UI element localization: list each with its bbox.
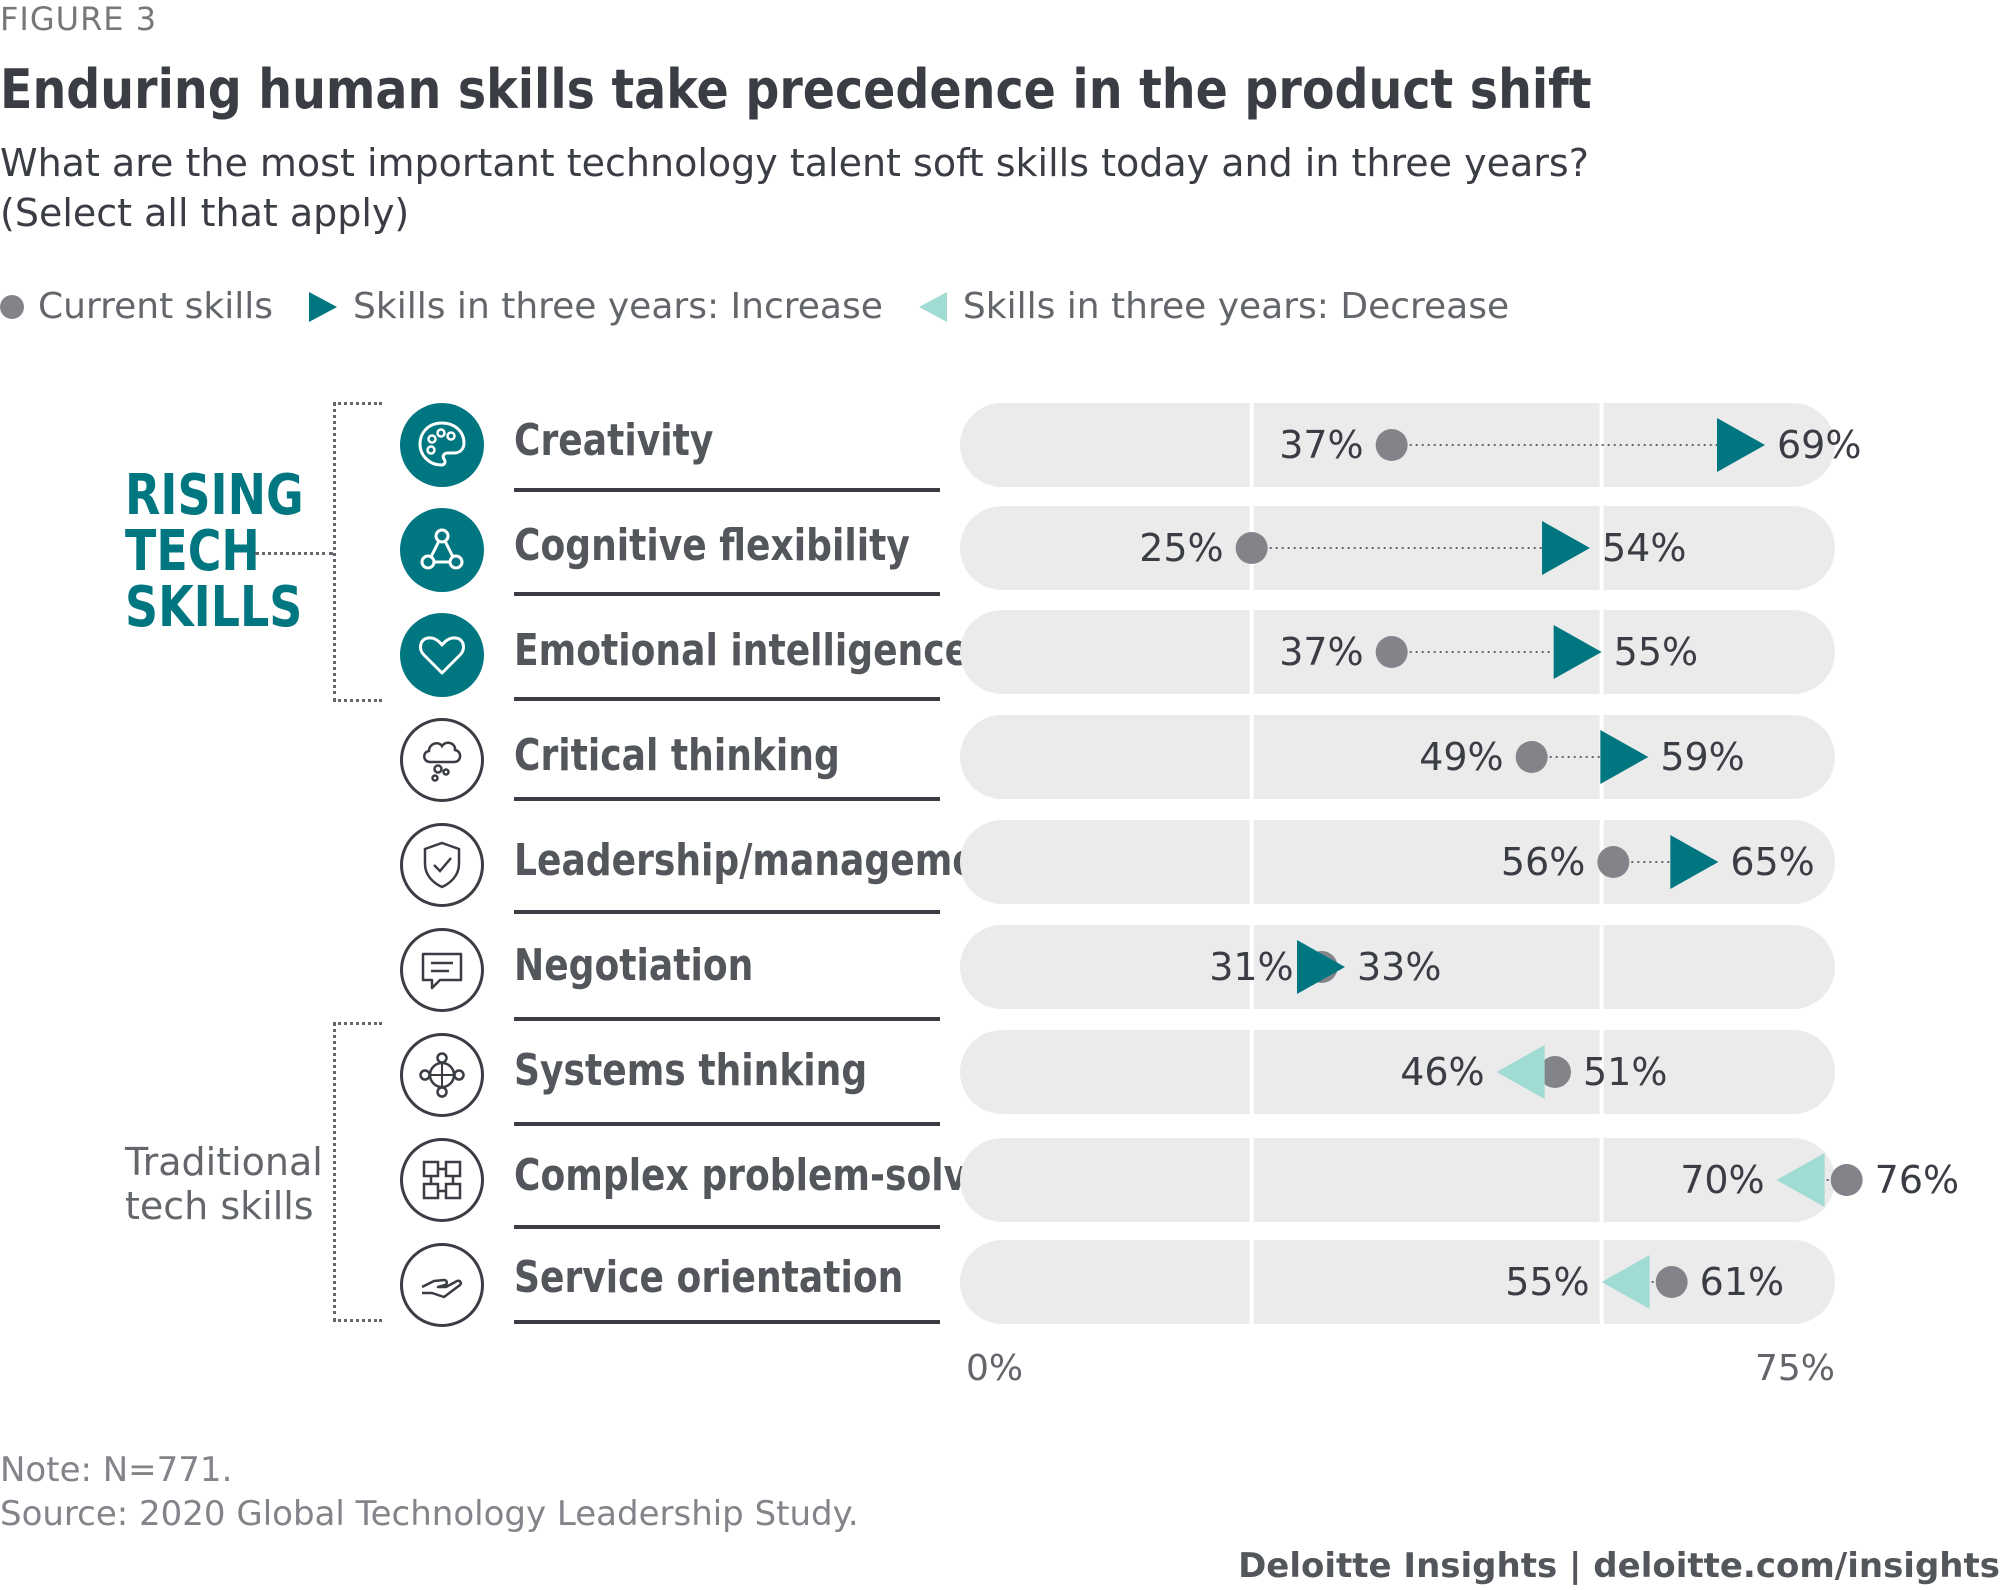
traditional-label-line2: tech skills [125, 1184, 314, 1228]
skill-label-complex-problem-solving: Complex problem-solving [514, 1150, 1032, 1201]
thought-cloud-icon [400, 718, 484, 802]
grid-blocks-icon [400, 1138, 484, 1222]
current-value-label: 61% [1700, 1260, 1784, 1304]
current-value-label: 37% [1279, 630, 1363, 674]
current-value-dot [1375, 429, 1408, 461]
future-increase-marker [1600, 730, 1649, 784]
future-value-label: 70% [1680, 1158, 1764, 1202]
current-value-dot [1375, 636, 1408, 668]
rising-label-line2: TECH [125, 519, 260, 584]
chart-subtitle: What are the most important technology t… [0, 141, 1589, 235]
current-value-label: 37% [1279, 423, 1363, 467]
future-decrease-marker [1601, 1255, 1650, 1309]
current-value-label: 25% [1139, 526, 1223, 570]
track-bar [960, 715, 1835, 799]
track-bar [960, 1138, 1835, 1222]
legend-decrease: Skills in three years: Decrease [918, 286, 1510, 327]
x-tick-label: 75% [1755, 1348, 1835, 1389]
dumbbell-chart: 37% 69% 25% 54% 37% 55% 49% 59% 56% 65% 31% 33% 51% 4… [960, 403, 1959, 1389]
future-value-label: 59% [1660, 735, 1744, 779]
row-divider [514, 1225, 940, 1229]
skill-label-critical-thinking: Critical thinking [514, 730, 840, 781]
future-increase-marker [1670, 835, 1719, 889]
future-value-label: 46% [1400, 1050, 1484, 1094]
rising-label-line1: RISING [125, 463, 304, 528]
future-decrease-marker [1776, 1153, 1825, 1207]
future-increase-marker [1553, 625, 1602, 679]
hand-icon [400, 1243, 484, 1327]
legend-increase: Skills in three years: Increase [309, 286, 883, 327]
skill-label-emotional-intelligence: Emotional intelligence [514, 625, 970, 676]
row-divider [514, 1122, 940, 1126]
traditional-label-line1: Traditional [125, 1140, 323, 1184]
legend: Current skills Skills in three years: In… [0, 286, 1545, 327]
current-value-label: 31% [1209, 945, 1293, 989]
future-value-label: 54% [1602, 526, 1686, 570]
skill-label-creativity: Creativity [514, 415, 714, 466]
current-value-label: 56% [1501, 840, 1585, 884]
chat-bubble-icon [400, 928, 484, 1012]
legend-current: Current skills [0, 286, 273, 327]
triangle-right-icon [309, 291, 338, 322]
legend-current-label: Current skills [38, 286, 274, 327]
current-value-dot [1597, 846, 1630, 878]
current-value-dot [1655, 1266, 1688, 1298]
triangle-left-icon [918, 291, 947, 322]
current-value-dot [1515, 741, 1548, 773]
skill-label-leadership-management: Leadership/management [514, 835, 1020, 886]
footer-note-block: Note: N=771. Source: 2020 Global Technol… [0, 1448, 859, 1536]
future-value-label: 65% [1730, 840, 1814, 884]
skill-label-systems-thinking: Systems thinking [514, 1045, 868, 1096]
x-tick-label: 0% [966, 1348, 1023, 1389]
legend-increase-label: Skills in three years: Increase [353, 286, 883, 327]
rising-bracket [333, 402, 382, 702]
skill-label-negotiation: Negotiation [514, 940, 754, 991]
row-divider [514, 797, 940, 801]
track-bar [960, 820, 1835, 904]
current-value-dot [1539, 1056, 1571, 1088]
future-value-label: 33% [1357, 945, 1441, 989]
row-divider [514, 592, 940, 596]
compass-nodes-icon [400, 1033, 484, 1117]
current-value-dot [1830, 1164, 1863, 1196]
row-divider [514, 1017, 940, 1021]
palette-icon [400, 403, 484, 487]
rising-label-line3: SKILLS [125, 575, 303, 640]
row-divider [514, 488, 940, 492]
current-value-dot [1235, 532, 1268, 564]
future-increase-marker [1717, 418, 1765, 472]
shield-check-icon [400, 823, 484, 907]
traditional-tech-skills-label: Traditional tech skills [125, 1140, 323, 1228]
legend-decrease-label: Skills in three years: Decrease [962, 286, 1510, 327]
rising-tech-skills-label: RISING TECH SKILLS [125, 468, 304, 636]
chart-title: Enduring human skills take precedence in… [0, 58, 1592, 121]
track-bar [960, 1030, 1835, 1114]
current-value-label: 76% [1875, 1158, 1959, 1202]
track-bar [960, 1240, 1835, 1324]
rising-bracket-connector [255, 552, 333, 555]
future-increase-marker [1542, 521, 1590, 575]
future-value-label: 55% [1505, 1260, 1589, 1304]
footer-brand: Deloitte Insights | deloitte.com/insight… [1238, 1546, 2000, 1586]
future-value-label: 69% [1777, 423, 1861, 467]
row-divider [514, 1320, 940, 1324]
network-nodes-icon [400, 508, 484, 592]
heart-icon [400, 613, 484, 697]
future-increase-marker [1297, 940, 1345, 994]
row-divider [514, 697, 940, 701]
figure-label: FIGURE 3 [0, 0, 158, 38]
traditional-bracket [333, 1022, 382, 1322]
skill-label-cognitive-flexibility: Cognitive flexibility [514, 520, 910, 571]
future-decrease-marker [1496, 1045, 1545, 1099]
track-bar [960, 925, 1835, 1009]
row-divider [514, 910, 940, 914]
skill-label-service-orientation: Service orientation [514, 1252, 904, 1303]
footer-note: Note: N=771. [0, 1450, 233, 1490]
circle-marker-icon [0, 294, 24, 319]
current-value-label: 49% [1419, 735, 1503, 779]
future-value-label: 55% [1614, 630, 1698, 674]
current-value-label: 51% [1583, 1050, 1667, 1094]
footer-source: Source: 2020 Global Technology Leadershi… [0, 1494, 859, 1534]
